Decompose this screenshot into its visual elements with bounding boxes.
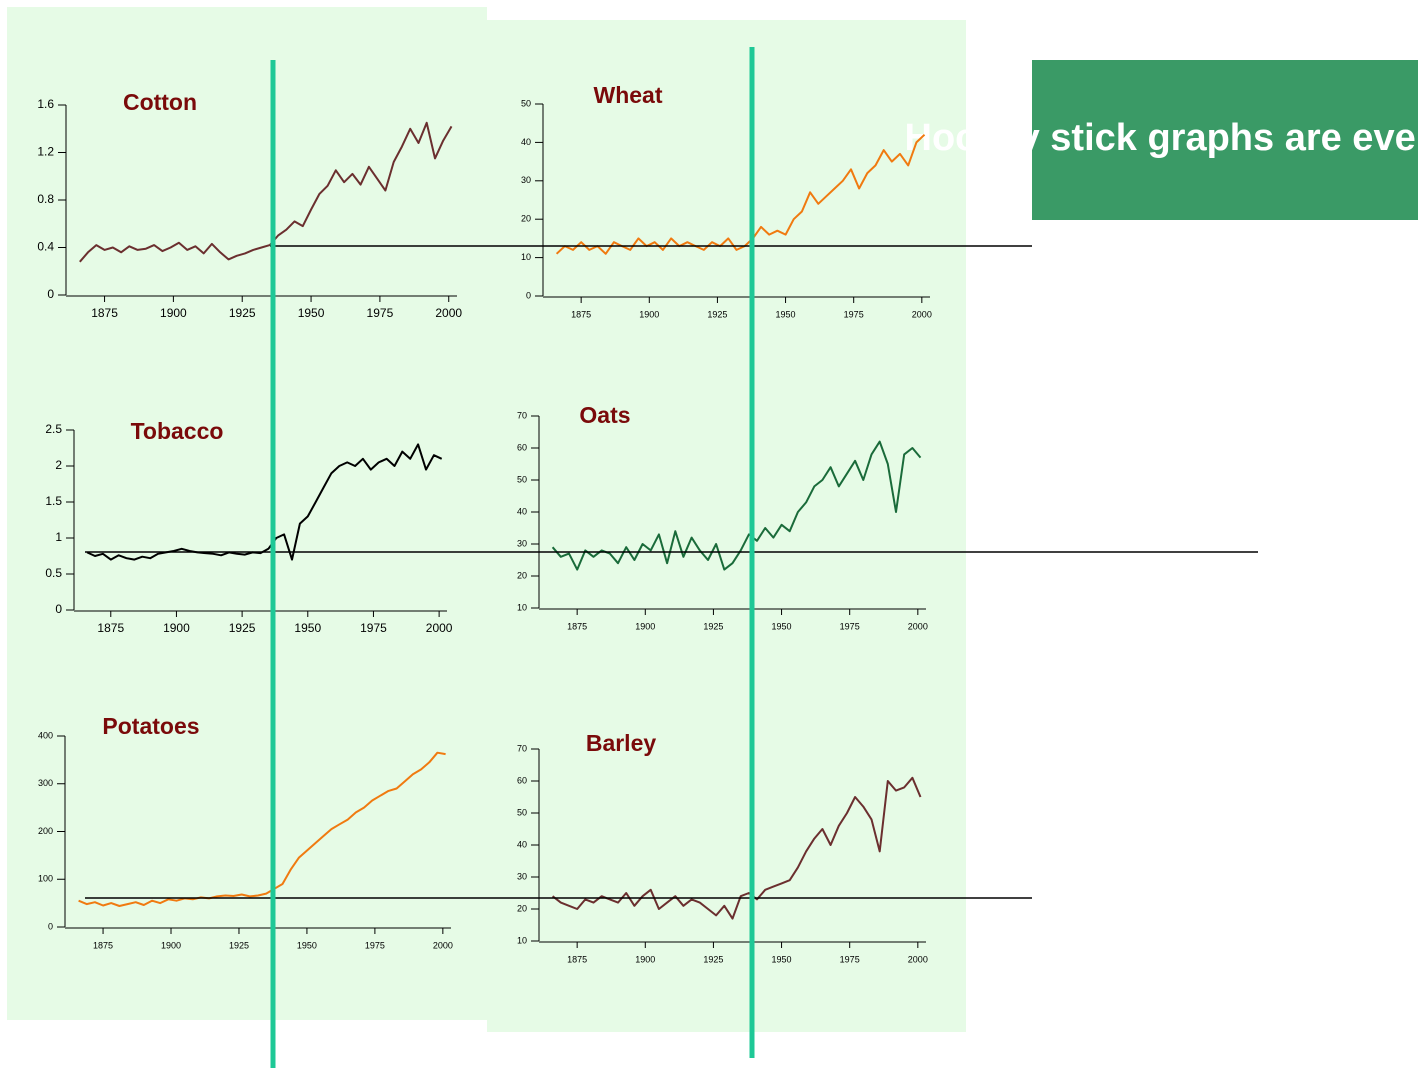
x-tick-label: 1950 (294, 621, 321, 635)
chart-title: Oats (579, 402, 630, 428)
y-tick-label: 1.5 (45, 494, 62, 508)
y-tick-label: 10 (517, 935, 527, 945)
y-tick-label: 1.6 (37, 97, 54, 111)
data-line (555, 133, 926, 255)
x-tick-label: 1925 (707, 309, 727, 319)
y-tick-label: 0.8 (37, 192, 54, 206)
x-tick-label: 1900 (635, 954, 655, 964)
y-tick-label: 2 (55, 458, 62, 472)
x-tick-label: 1925 (703, 954, 723, 964)
x-tick-label: 2000 (908, 954, 928, 964)
y-tick-label: 20 (517, 903, 527, 913)
y-tick-label: 70 (517, 410, 527, 420)
y-tick-label: 0.5 (45, 566, 62, 580)
y-tick-label: 2.5 (45, 422, 62, 436)
y-tick-label: 0 (48, 921, 53, 931)
y-tick-label: 60 (517, 775, 527, 785)
callout-box (1032, 60, 1418, 220)
y-tick-label: 0 (55, 602, 62, 616)
x-tick-label: 2000 (426, 621, 453, 635)
y-tick-label: 10 (521, 252, 531, 262)
x-tick-label: 1950 (772, 954, 792, 964)
x-tick-label: 1975 (840, 954, 860, 964)
x-tick-label: 2000 (433, 940, 453, 950)
x-tick-label: 1875 (91, 306, 118, 320)
x-tick-label: 1950 (298, 306, 325, 320)
x-tick-label: 1900 (163, 621, 190, 635)
y-tick-label: 40 (521, 137, 531, 147)
x-tick-label: 2000 (912, 309, 932, 319)
x-tick-label: 1975 (840, 621, 860, 631)
y-tick-label: 10 (517, 602, 527, 612)
data-line (86, 443, 443, 561)
y-tick-label: 200 (38, 826, 53, 836)
y-tick-label: 20 (517, 570, 527, 580)
chart-title: Cotton (123, 89, 197, 115)
y-tick-label: 30 (517, 538, 527, 548)
chart-title: Tobacco (131, 418, 224, 444)
y-tick-label: 40 (517, 839, 527, 849)
chart-title: Barley (586, 730, 657, 756)
y-tick-label: 50 (517, 474, 527, 484)
y-tick-label: 70 (517, 743, 527, 753)
y-tick-label: 0.4 (37, 240, 54, 254)
panel-left (7, 7, 487, 1020)
x-tick-label: 2000 (435, 306, 462, 320)
y-tick-label: 30 (517, 871, 527, 881)
x-tick-label: 1975 (367, 306, 394, 320)
x-tick-label: 1875 (567, 621, 587, 631)
x-tick-label: 1975 (360, 621, 387, 635)
x-tick-label: 1950 (772, 621, 792, 631)
charts: Cotton 0 0.4 0.8 1.2 1.6 1875 1900 1925 1950 1975 2… (37, 82, 932, 964)
y-tick-label: 0 (47, 287, 54, 301)
x-tick-label: 1875 (571, 309, 591, 319)
x-tick-label: 1900 (635, 621, 655, 631)
data-line (79, 121, 453, 263)
y-tick-label: 50 (521, 98, 531, 108)
x-tick-label: 1925 (703, 621, 723, 631)
x-tick-label: 1975 (365, 940, 385, 950)
x-tick-label: 1950 (776, 309, 796, 319)
x-tick-label: 1975 (844, 309, 864, 319)
x-tick-label: 1925 (229, 940, 249, 950)
x-tick-label: 1875 (567, 954, 587, 964)
data-line (551, 440, 922, 571)
y-tick-label: 1.2 (37, 145, 54, 159)
y-tick-label: 300 (38, 778, 53, 788)
x-tick-label: 1900 (161, 940, 181, 950)
x-tick-label: 1925 (229, 306, 256, 320)
y-tick-label: 40 (517, 506, 527, 516)
chart-title: Wheat (594, 82, 663, 108)
data-line (78, 751, 446, 907)
x-tick-label: 1875 (97, 621, 124, 635)
x-tick-label: 1875 (93, 940, 113, 950)
x-tick-label: 2000 (908, 621, 928, 631)
data-line (551, 776, 922, 920)
y-tick-label: 60 (517, 442, 527, 452)
panel-right (487, 20, 966, 1032)
y-tick-label: 30 (521, 175, 531, 185)
y-tick-label: 50 (517, 807, 527, 817)
chart-title: Potatoes (102, 713, 199, 739)
x-tick-label: 1900 (160, 306, 187, 320)
callout-text: Hockey stick graphs are everywhere (905, 117, 1418, 159)
y-tick-label: 100 (38, 874, 53, 884)
x-tick-label: 1950 (297, 940, 317, 950)
y-tick-label: 20 (521, 214, 531, 224)
x-tick-label: 1900 (639, 309, 659, 319)
y-tick-label: 0 (526, 290, 531, 300)
y-tick-label: 1 (55, 530, 62, 544)
y-tick-label: 400 (38, 730, 53, 740)
x-tick-label: 1925 (229, 621, 256, 635)
